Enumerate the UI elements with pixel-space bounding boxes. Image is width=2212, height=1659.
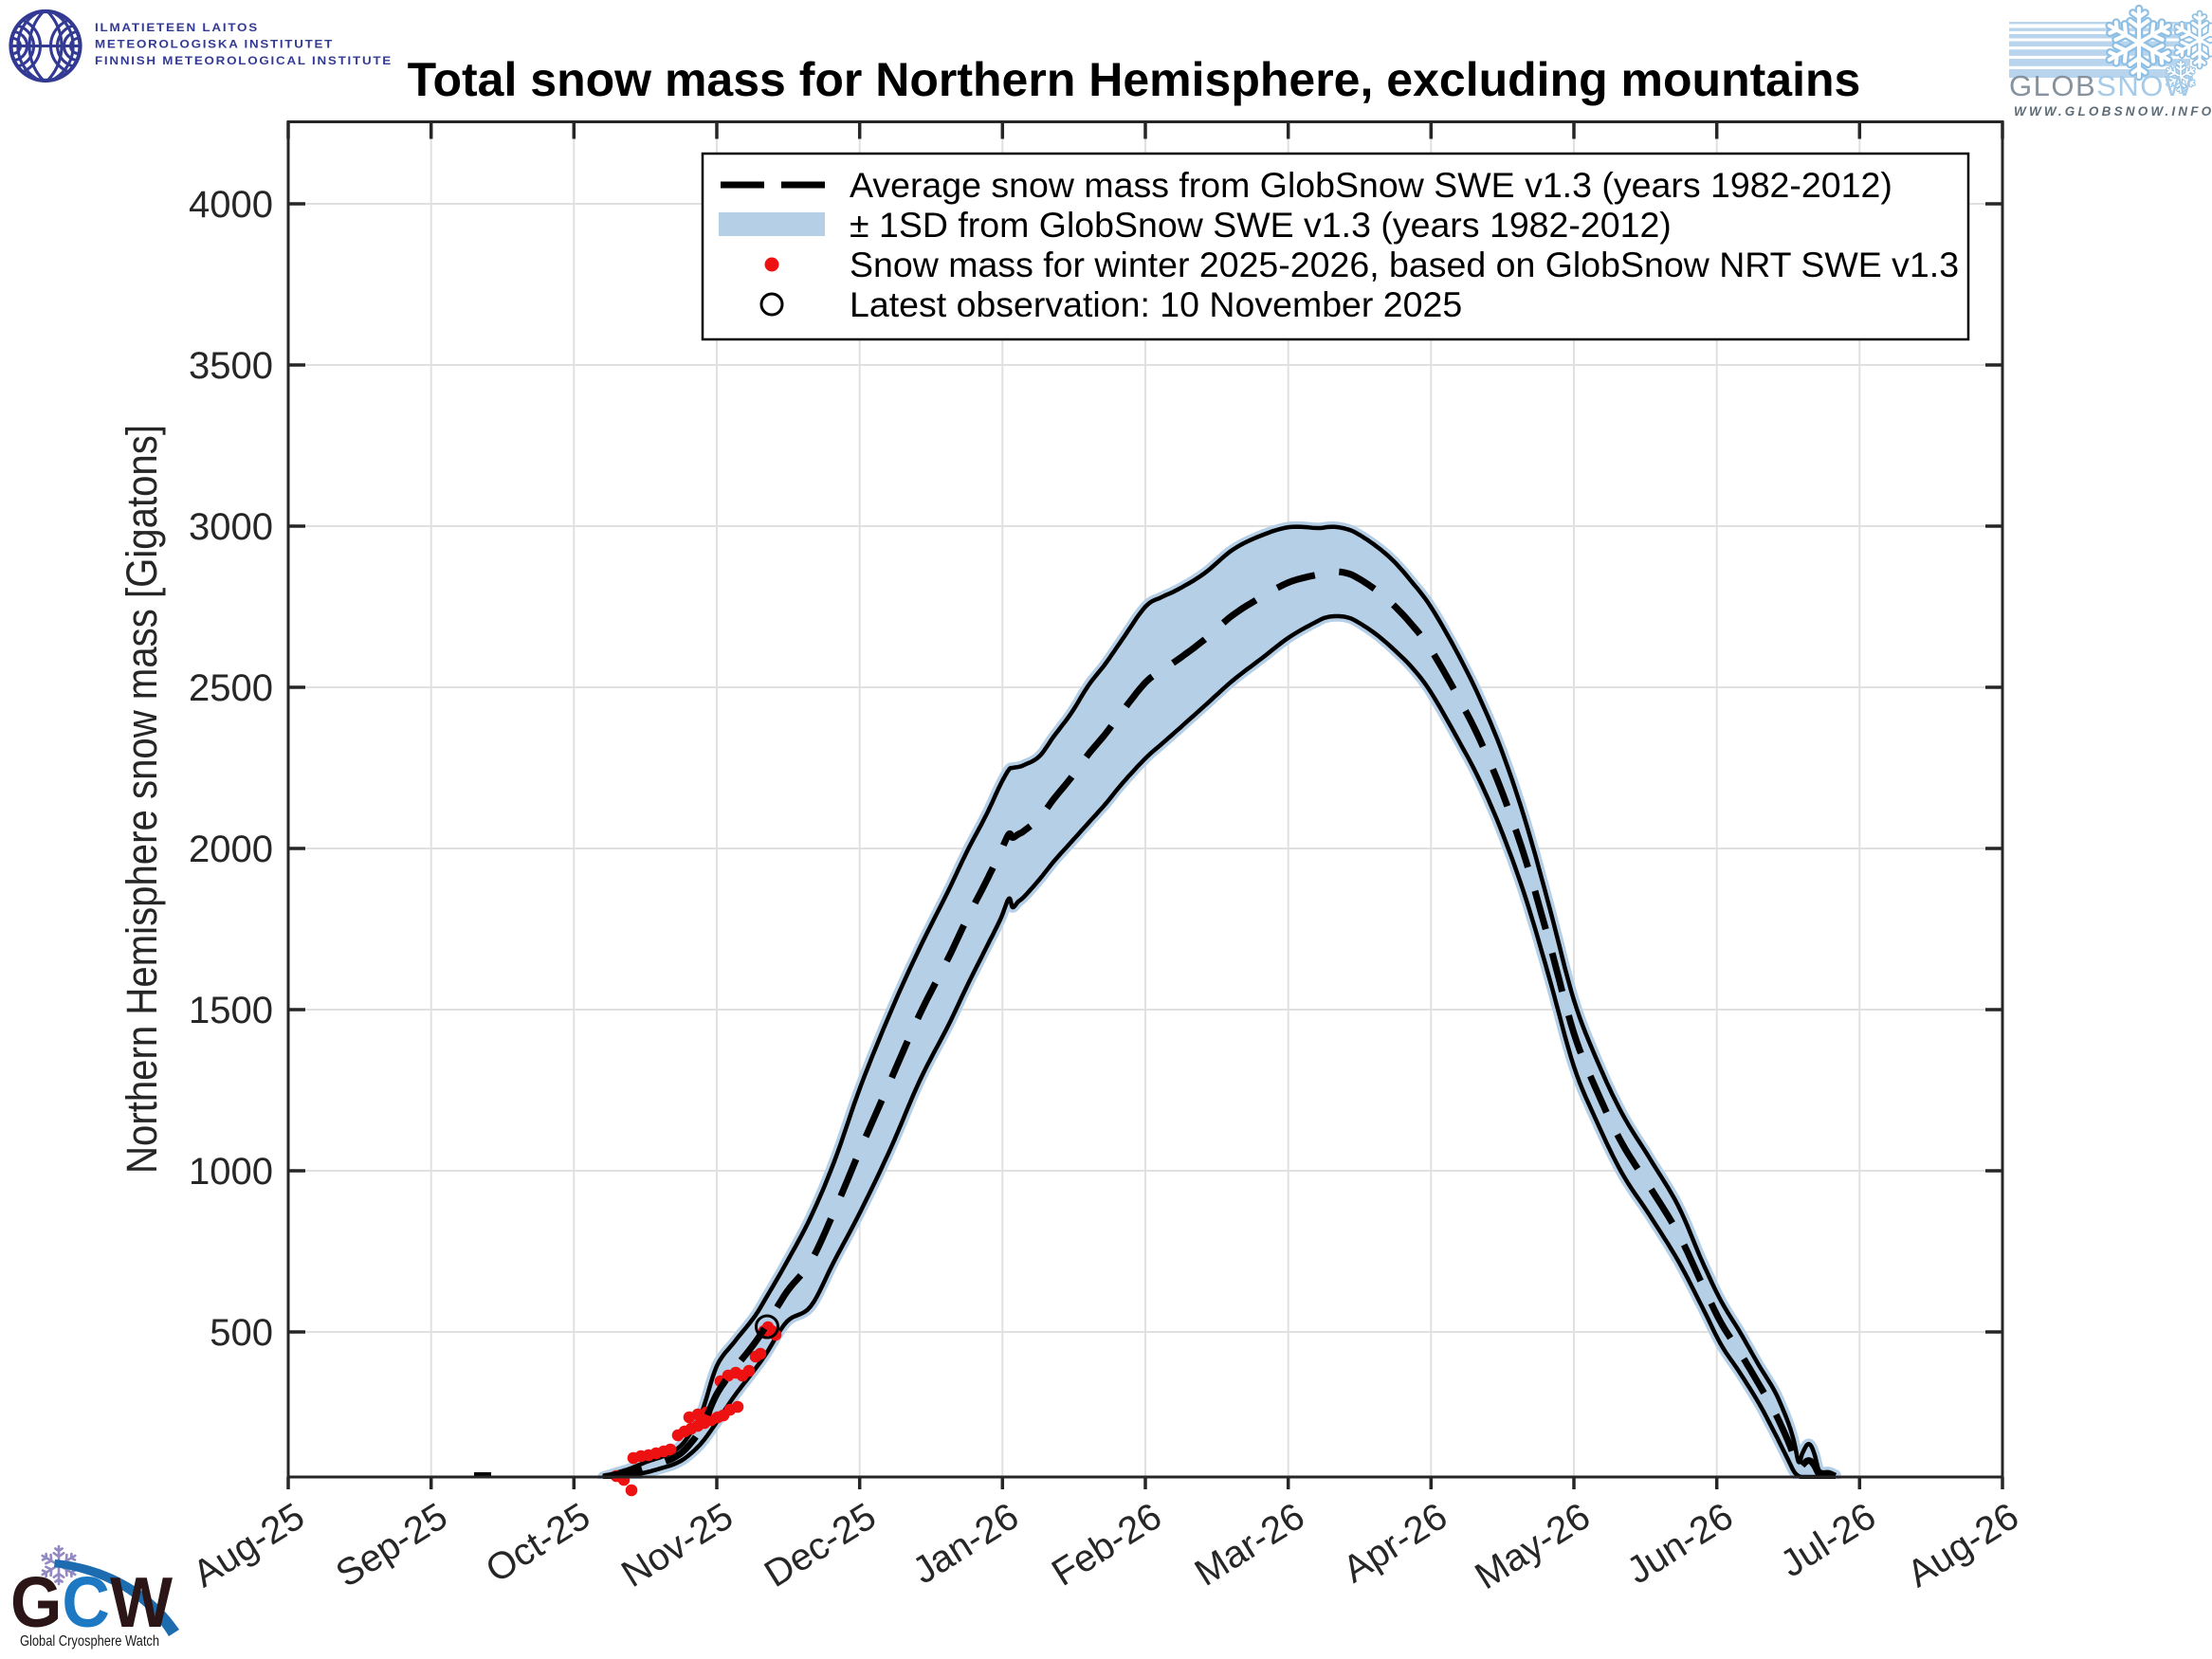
svg-text:Global Cryosphere Watch: Global Cryosphere Watch — [20, 1633, 159, 1650]
svg-text:ILMATIETEEN LAITOS: ILMATIETEEN LAITOS — [95, 23, 259, 34]
svg-text:500: 500 — [210, 1312, 273, 1354]
svg-text:± 1SD from GlobSnow SWE v1.3 (: ± 1SD from GlobSnow SWE v1.3 (years 1982… — [850, 205, 1672, 245]
svg-text:4000: 4000 — [189, 184, 273, 226]
svg-text:2500: 2500 — [189, 667, 273, 709]
svg-text:Total snow mass for Northern H: Total snow mass for Northern Hemisphere,… — [408, 53, 1861, 106]
svg-text:1500: 1500 — [189, 990, 273, 1031]
svg-text:3500: 3500 — [189, 345, 273, 387]
svg-text:GLOBSNOW: GLOBSNOW — [2009, 69, 2194, 102]
svg-text:Average snow mass from GlobSno: Average snow mass from GlobSnow SWE v1.3… — [850, 165, 1892, 205]
svg-text:WWW.GLOBSNOW.INFO: WWW.GLOBSNOW.INFO — [2014, 104, 2212, 118]
svg-text:2000: 2000 — [189, 829, 273, 870]
svg-text:GCW: GCW — [10, 1562, 173, 1642]
svg-text:3000: 3000 — [189, 506, 273, 548]
svg-text:FINNISH METEOROLOGICAL INSTITU: FINNISH METEOROLOGICAL INSTITUTE — [95, 56, 393, 67]
svg-text:METEOROLOGISKA INSTITUTET: METEOROLOGISKA INSTITUTET — [95, 40, 334, 51]
svg-text:1000: 1000 — [189, 1151, 273, 1193]
svg-text:Snow mass for winter 2025-2026: Snow mass for winter 2025-2026, based on… — [850, 245, 1959, 284]
svg-text:Northern Hemisphere snow mass: Northern Hemisphere snow mass [Gigatons] — [118, 425, 166, 1174]
svg-text:Latest observation: 10 Novembe: Latest observation: 10 November 2025 — [850, 284, 1462, 324]
